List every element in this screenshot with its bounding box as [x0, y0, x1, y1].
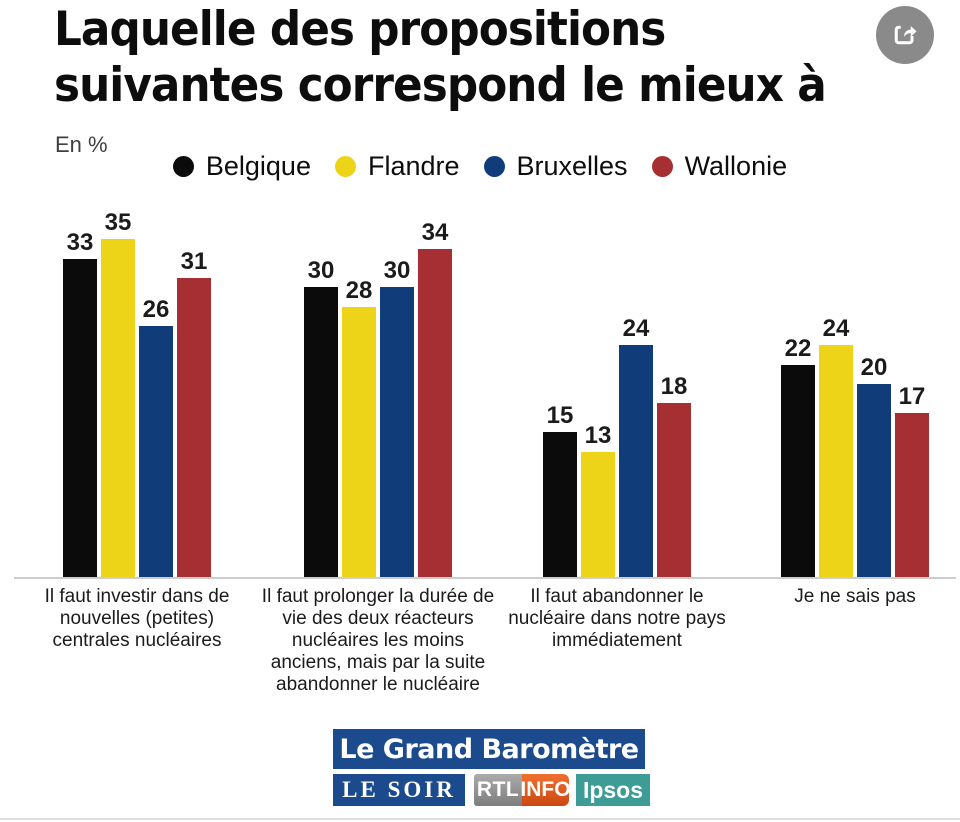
bar-bruxelles-group2 [380, 287, 414, 577]
legend-label: Belgique [205, 151, 311, 181]
ipsos-logo: Ipsos [576, 774, 650, 806]
bar-flandre-group1 [101, 239, 135, 577]
bar-value-label: 28 [345, 277, 373, 304]
bar-value-label: 34 [421, 219, 449, 246]
bar-bruxelles-group1 [139, 326, 173, 577]
bar-flandre-group4 [819, 345, 853, 577]
bar-belgique-group2 [304, 287, 338, 577]
bar-value-label: 30 [307, 257, 335, 284]
page-bottom-border [0, 818, 960, 820]
legend-label: Wallonie [684, 151, 788, 181]
page-title-line2: suivantes correspond le mieux à [54, 58, 827, 113]
rtl-info-logo: INFO [520, 774, 571, 806]
bar-belgique-group1 [63, 259, 97, 577]
legend: Belgique Flandre Bruxelles Wallonie [0, 151, 960, 182]
bar-value-label: 33 [66, 229, 94, 256]
bar-value-label: 35 [104, 209, 132, 236]
rtl-logo: RTL [474, 774, 522, 806]
bar-value-label: 15 [546, 402, 574, 429]
bar-flandre-group2 [342, 307, 376, 577]
category-label-4: Je ne sais pas [794, 586, 916, 607]
bar-flandre-group3 [581, 452, 615, 577]
bar-belgique-group3 [543, 432, 577, 577]
legend-item-flandre: Flandre [334, 151, 460, 182]
bar-value-label: 31 [180, 248, 208, 275]
legend-label: Flandre [367, 151, 460, 181]
bar-belgique-group4 [781, 365, 815, 577]
legend-dot-belgique [172, 156, 194, 177]
bar-value-label: 24 [822, 315, 850, 342]
footer-banner: Le Grand Baromètre [333, 729, 645, 769]
bar-bruxelles-group4 [857, 384, 891, 577]
category-label-2: Il faut prolonger la durée de vie des de… [261, 586, 495, 695]
lesoir-logo: LE SOIR [333, 774, 465, 806]
bar-wallonie-group4 [895, 413, 929, 577]
unit-label: En % [55, 132, 108, 157]
bar-bruxelles-group3 [619, 345, 653, 577]
legend-item-wallonie: Wallonie [651, 151, 788, 182]
bar-value-label: 13 [584, 422, 612, 449]
legend-label: Bruxelles [516, 151, 628, 181]
category-label-3: Il faut abandonner le nucléaire dans not… [508, 586, 726, 651]
bar-value-label: 20 [860, 354, 888, 381]
bar-wallonie-group1 [177, 278, 211, 577]
x-axis-line [14, 577, 956, 579]
bar-value-label: 18 [660, 373, 688, 400]
legend-dot-wallonie [651, 156, 673, 177]
legend-dot-bruxelles [483, 156, 505, 177]
bar-wallonie-group3 [657, 403, 691, 577]
share-icon [890, 19, 920, 52]
page-title: Laquelle des propositions suivantes corr… [54, 2, 947, 114]
bar-value-label: 24 [622, 315, 650, 342]
bar-value-label: 26 [142, 296, 170, 323]
bar-wallonie-group2 [418, 249, 452, 577]
bar-value-label: 30 [383, 257, 411, 284]
category-label-1: Il faut investir dans de nouvelles (peti… [44, 586, 230, 651]
legend-dot-flandre [334, 156, 356, 177]
page-title-line1: Laquelle des propositions [54, 2, 666, 57]
bar-value-label: 17 [898, 383, 926, 410]
bar-value-label: 22 [784, 335, 812, 362]
legend-item-belgique: Belgique [172, 151, 311, 182]
legend-item-bruxelles: Bruxelles [483, 151, 628, 182]
share-button[interactable] [876, 6, 934, 64]
